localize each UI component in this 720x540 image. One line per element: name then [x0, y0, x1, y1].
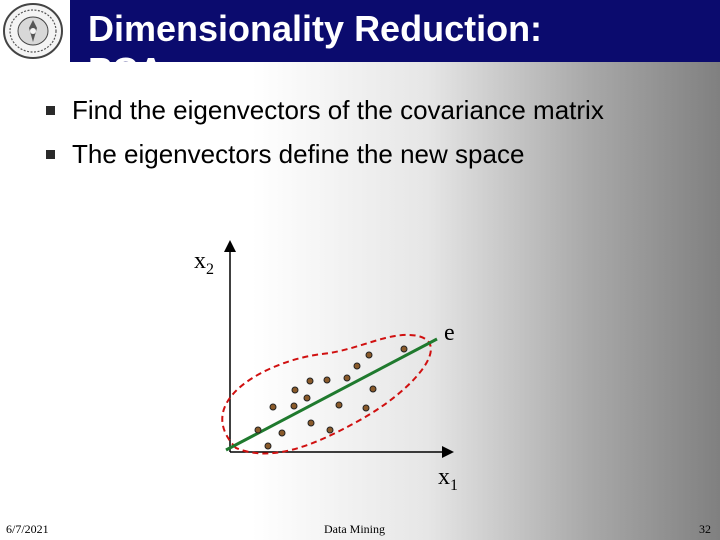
data-points — [254, 345, 408, 450]
slide-title-overflow: PCA — [88, 50, 165, 91]
bullet-text: Find the eigenvectors of the covariance … — [72, 95, 604, 125]
bullet-list: Find the eigenvectors of the covariance … — [44, 92, 624, 180]
data-point — [335, 401, 343, 409]
data-point — [323, 376, 331, 384]
data-point — [303, 394, 311, 402]
data-point — [369, 385, 377, 393]
data-point — [400, 345, 408, 353]
square-bullet-icon — [46, 150, 55, 159]
title-bar — [70, 0, 720, 62]
covariance-ellipse — [221, 333, 432, 455]
eigenvector-label: e — [444, 320, 455, 346]
data-point — [254, 426, 262, 434]
content-background — [70, 62, 720, 494]
bullet-text: The eigenvectors define the new space — [72, 139, 525, 169]
page-number: 32 — [699, 522, 711, 536]
data-point — [326, 426, 334, 434]
university-seal-logo — [3, 3, 63, 59]
data-point — [278, 429, 286, 437]
square-bullet-icon — [46, 106, 55, 115]
bullet-item: Find the eigenvectors of the covariance … — [44, 92, 624, 128]
footer-title: Data Mining — [324, 522, 385, 536]
y-axis-label: x2 — [194, 248, 214, 278]
data-point — [307, 419, 315, 427]
bullet-item: The eigenvectors define the new space — [44, 136, 624, 172]
data-point — [290, 402, 298, 410]
data-point — [353, 362, 361, 370]
data-point — [365, 351, 373, 359]
data-point — [306, 377, 314, 385]
footer-date: 6/7/2021 — [6, 522, 49, 536]
left-margin-strip — [0, 0, 70, 540]
eigenvector-line — [225, 337, 438, 452]
data-point — [343, 374, 351, 382]
data-point — [291, 386, 299, 394]
data-point — [269, 403, 277, 411]
footer-background — [70, 494, 720, 540]
data-point — [264, 442, 272, 450]
x-axis-label: x1 — [438, 464, 458, 494]
slide-title: Dimensionality Reduction: — [88, 8, 543, 49]
data-point — [362, 404, 370, 412]
